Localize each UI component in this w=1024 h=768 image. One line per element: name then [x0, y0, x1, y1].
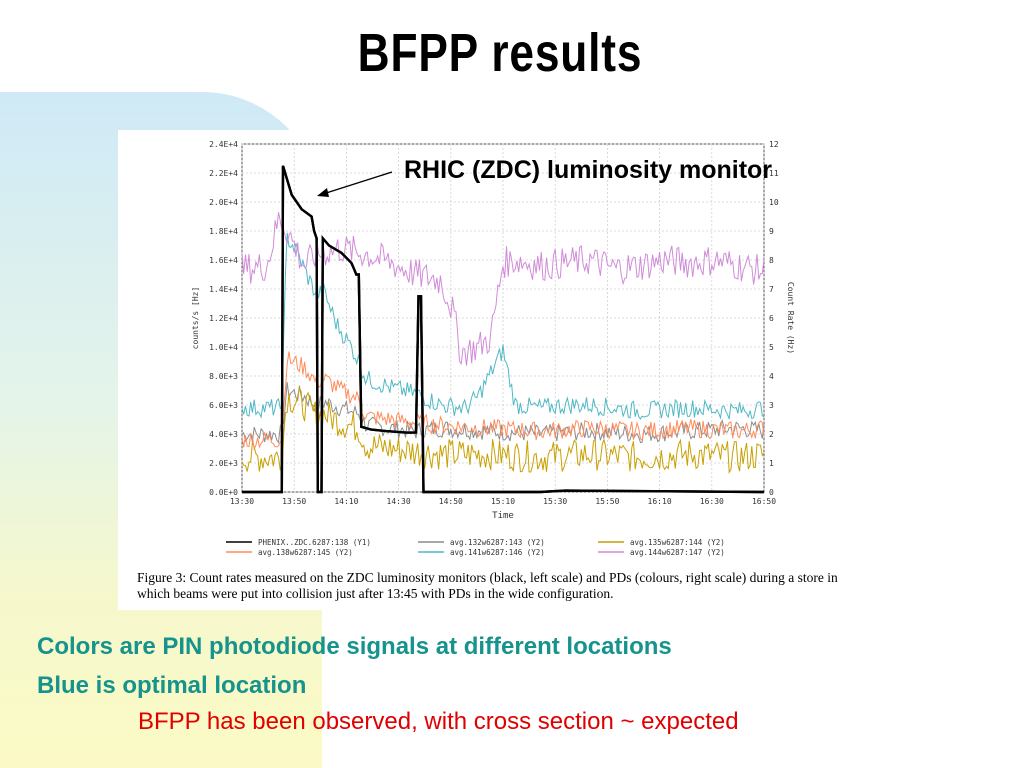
y-tick-label: 2.2E+4	[209, 169, 238, 178]
y-tick-label: 0.0E+0	[209, 488, 238, 497]
y-tick-label: 1.0E+4	[209, 343, 238, 352]
series-line-pd-1	[241, 382, 765, 444]
legend-label: avg.141w6287:146 (Y2)	[450, 548, 545, 557]
y-tick-label: 1.6E+4	[209, 256, 238, 265]
y2-axis-label: Count Rate (Hz)	[786, 282, 795, 354]
slide-title: BFPP results	[357, 23, 643, 83]
y-tick-label: 8.0E+3	[209, 372, 238, 381]
x-tick-label: 14:50	[439, 497, 463, 506]
bullet-pin-photodiode: Colors are PIN photodiode signals at dif…	[37, 633, 672, 660]
x-tick-label: 16:10	[648, 497, 672, 506]
y2-tick-label: 0	[769, 488, 774, 497]
y2-tick-label: 12	[769, 140, 779, 149]
x-tick-label: 14:10	[334, 497, 358, 506]
series-line-pd-4	[241, 232, 765, 420]
x-tick-label: 13:30	[230, 497, 254, 506]
y-axis-label: counts/s [Hz]	[191, 287, 200, 350]
series-line-pd-5	[241, 212, 765, 366]
y2-tick-label: 7	[769, 285, 774, 294]
x-tick-label: 13:50	[282, 497, 306, 506]
y-tick-label: 2.0E+4	[209, 198, 238, 207]
callout-arrow-line	[322, 171, 393, 195]
y-tick-label: 1.8E+4	[209, 227, 238, 236]
y-tick-label: 1.4E+4	[209, 285, 238, 294]
luminosity-chart: 0.0E+0 2.0E+3 4.0E+3 6.0E+3 8.0E+3 1.0E+4 1.2E…	[191, 140, 795, 557]
y2-tick-label: 3	[769, 401, 774, 410]
y2-tick-label: 8	[769, 256, 774, 265]
y2-tick-label: 10	[769, 198, 779, 207]
legend-label: avg.138w6287:145 (Y2)	[258, 548, 353, 557]
figure-panel: 0.0E+0 2.0E+3 4.0E+3 6.0E+3 8.0E+3 1.0E+4 1.2E…	[118, 130, 858, 610]
x-tick-label: 15:10	[491, 497, 515, 506]
legend-label: avg.132w6287:143 (Y2)	[450, 538, 545, 547]
x-tick-label: 16:50	[752, 497, 776, 506]
x-tick-label: 15:50	[595, 497, 619, 506]
figure-caption: Figure 3: Count rates measured on the ZD…	[137, 570, 838, 601]
x-tick-label: 15:30	[543, 497, 567, 506]
legend-label: avg.144w6287:147 (Y2)	[630, 548, 725, 557]
legend-label: PHENIX..ZDC.6287:138 (Y1)	[258, 538, 371, 547]
series-line-pd-3	[241, 351, 765, 451]
callout-arrowhead	[317, 188, 329, 197]
y2-tick-label: 5	[769, 343, 774, 352]
y2-tick-label: 4	[769, 372, 774, 381]
y-tick-label: 6.0E+3	[209, 401, 238, 410]
y2-tick-label: 1	[769, 459, 774, 468]
y2-tick-label: 11	[769, 169, 779, 178]
series-line-zdc-top	[242, 165, 765, 494]
y2-tick-label: 2	[769, 430, 774, 439]
bullet-bfpp-observed: BFPP has been observed, with cross secti…	[138, 708, 739, 735]
callout-label: RHIC (ZDC) luminosity monitor	[404, 156, 773, 184]
y-tick-label: 2.0E+3	[209, 459, 238, 468]
y2-tick-label: 6	[769, 314, 774, 323]
bullet-blue-optimal: Blue is optimal location	[37, 672, 307, 699]
y-tick-label: 2.4E+4	[209, 140, 238, 149]
x-tick-label: 14:30	[387, 497, 411, 506]
x-tick-label: 16:30	[700, 497, 724, 506]
x-axis-label: Time	[492, 511, 514, 521]
y2-tick-label: 9	[769, 227, 774, 236]
y-tick-label: 4.0E+3	[209, 430, 238, 439]
y-tick-label: 1.2E+4	[209, 314, 238, 323]
legend-label: avg.135w6287:144 (Y2)	[630, 538, 725, 547]
series-line-pd-2	[241, 386, 765, 475]
